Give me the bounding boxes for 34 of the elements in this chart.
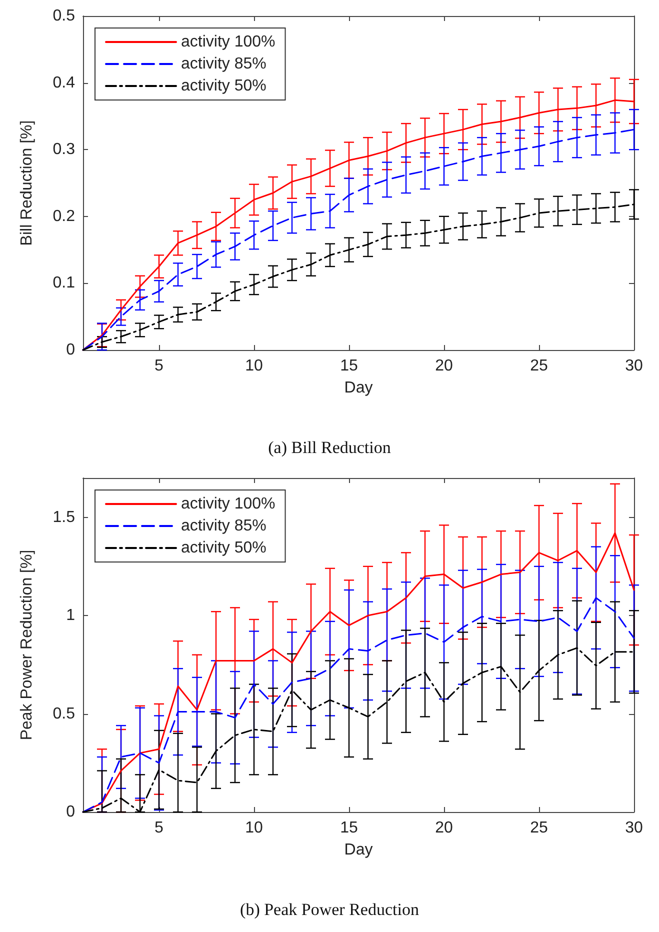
x-axis-title: Day [344,380,373,396]
y-tick-label: 0.3 [52,141,76,158]
y-tick-label: 0.1 [52,274,76,292]
legend-label: activity 85% [181,56,266,72]
y-tick-label: 0 [66,804,76,820]
x-tick-label: 25 [530,820,548,836]
y-tick-label: 0.5 [52,705,76,722]
y-tick-label: 1.5 [52,508,76,526]
text: (b) Peak Power Reduction [240,900,420,919]
legend-label: activity 85% [181,518,266,534]
x-tick-label: 10 [245,820,263,836]
y-tick-label: 0 [66,342,76,358]
x-tick-label: 25 [530,358,548,374]
x-tick-label: 5 [154,820,164,836]
legend-label: activity 50% [181,78,266,94]
x-tick-label: 5 [154,358,164,374]
legend-label: activity 100% [181,34,276,50]
y-axis-title: Peak Power Reduction [%] [18,550,36,740]
text: (a) Bill Reduction [268,438,392,457]
x-tick-label: 20 [435,358,453,374]
x-tick-label: 30 [625,358,643,374]
x-axis-title: Day [344,842,373,858]
y-tick-label: 0.4 [52,74,76,92]
x-tick-label: 15 [340,358,358,374]
legend-label: activity 100% [181,496,276,512]
y-tick-label: 0.2 [52,208,76,225]
x-tick-label: 30 [625,820,643,836]
y-tick-label: 0.5 [52,8,76,24]
x-tick-label: 20 [435,820,453,836]
legend-label: activity 50% [181,540,266,556]
y-tick-label: 1 [66,607,76,624]
x-tick-label: 15 [340,820,358,836]
y-axis-title: Bill Reduction [%] [18,120,36,246]
x-tick-label: 10 [245,358,263,374]
